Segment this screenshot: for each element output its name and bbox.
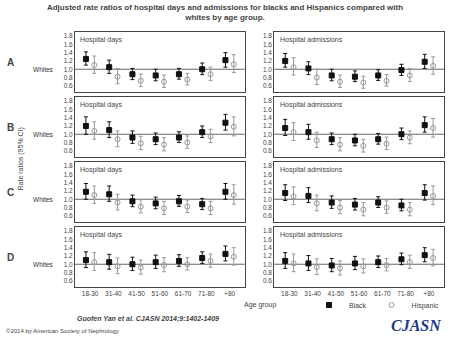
svg-text:1.0: 1.0: [263, 261, 272, 268]
svg-text:51-60: 51-60: [351, 290, 368, 297]
svg-text:Whites: Whites: [33, 66, 54, 73]
svg-text:1.2: 1.2: [64, 252, 73, 259]
svg-text:1.2: 1.2: [263, 187, 272, 194]
svg-text:31-40: 31-40: [304, 290, 321, 297]
svg-text:D: D: [7, 252, 14, 263]
svg-text:0.6: 0.6: [263, 212, 272, 219]
svg-text:C: C: [7, 187, 14, 198]
svg-text:1.6: 1.6: [263, 171, 272, 178]
svg-text:1.0: 1.0: [263, 131, 272, 138]
svg-text:Adjusted rate ratios of hospit: Adjusted rate ratios of hospital days an…: [47, 3, 403, 22]
svg-text:©2014 by American Society of N: ©2014 by American Society of Nephrology: [6, 328, 119, 334]
svg-text:1.0: 1.0: [64, 261, 73, 268]
svg-text:1.6: 1.6: [263, 106, 272, 113]
svg-text:0.8: 0.8: [263, 139, 272, 146]
svg-text:B: B: [7, 122, 14, 133]
svg-text:Guofen Yan et al. CJASN 2014;9: Guofen Yan et al. CJASN 2014;9:1402-1409: [77, 315, 219, 323]
svg-text:1.2: 1.2: [64, 122, 73, 129]
svg-text:1.2: 1.2: [64, 187, 73, 194]
svg-text:Whites: Whites: [33, 131, 54, 138]
svg-text:0.6: 0.6: [263, 277, 272, 284]
svg-text:1.2: 1.2: [263, 122, 272, 129]
svg-text:Hospital admissions: Hospital admissions: [280, 36, 343, 44]
svg-text:18-30: 18-30: [281, 290, 298, 297]
svg-text:1.6: 1.6: [263, 41, 272, 48]
svg-text:Rate ratios (95% CI): Rate ratios (95% CI): [17, 127, 25, 190]
svg-text:1.4: 1.4: [64, 114, 73, 121]
svg-text:1.6: 1.6: [64, 236, 73, 243]
svg-text:Hospital admissions: Hospital admissions: [280, 101, 343, 109]
svg-text:1.8: 1.8: [64, 227, 73, 234]
svg-text:1.8: 1.8: [64, 97, 73, 104]
svg-text:+80: +80: [423, 290, 434, 297]
svg-text:1.4: 1.4: [263, 179, 272, 186]
svg-text:1.4: 1.4: [263, 114, 272, 121]
svg-text:1.0: 1.0: [64, 66, 73, 73]
svg-text:0.8: 0.8: [64, 74, 73, 81]
svg-text:18-30: 18-30: [82, 290, 99, 297]
svg-text:1.4: 1.4: [263, 49, 272, 56]
svg-text:A: A: [7, 57, 14, 68]
svg-text:Hospital days: Hospital days: [80, 36, 123, 44]
svg-text:1.4: 1.4: [64, 244, 73, 251]
svg-text:Hospital days: Hospital days: [80, 166, 123, 174]
svg-text:1.4: 1.4: [263, 244, 272, 251]
svg-text:Hospital days: Hospital days: [80, 101, 123, 109]
svg-text:1.8: 1.8: [64, 162, 73, 169]
svg-text:31-40: 31-40: [105, 290, 122, 297]
svg-text:0.6: 0.6: [64, 212, 73, 219]
svg-text:1.2: 1.2: [263, 57, 272, 64]
svg-text:Hospital days: Hospital days: [80, 231, 123, 239]
svg-text:51-60: 51-60: [152, 290, 169, 297]
svg-text:0.8: 0.8: [64, 139, 73, 146]
svg-text:0.8: 0.8: [263, 204, 272, 211]
svg-text:1.4: 1.4: [64, 179, 73, 186]
svg-text:0.8: 0.8: [64, 204, 73, 211]
svg-text:0.6: 0.6: [64, 82, 73, 89]
svg-text:1.6: 1.6: [64, 171, 73, 178]
svg-text:Black: Black: [349, 302, 367, 309]
svg-text:Hospital admissions: Hospital admissions: [280, 166, 343, 174]
svg-text:1.6: 1.6: [64, 41, 73, 48]
svg-text:0.8: 0.8: [263, 74, 272, 81]
svg-text:CJASN: CJASN: [391, 317, 442, 334]
svg-text:1.8: 1.8: [64, 32, 73, 39]
svg-text:1.0: 1.0: [64, 196, 73, 203]
svg-text:61-70: 61-70: [374, 290, 391, 297]
svg-text:0.6: 0.6: [64, 147, 73, 154]
svg-text:0.6: 0.6: [263, 82, 272, 89]
svg-text:1.8: 1.8: [263, 162, 272, 169]
svg-text:1.2: 1.2: [263, 252, 272, 259]
svg-text:71-80: 71-80: [397, 290, 414, 297]
svg-text:1.8: 1.8: [263, 97, 272, 104]
svg-text:0.6: 0.6: [263, 147, 272, 154]
svg-text:41-50: 41-50: [128, 290, 145, 297]
svg-text:1.8: 1.8: [263, 32, 272, 39]
svg-text:41-50: 41-50: [328, 290, 345, 297]
svg-text:Whites: Whites: [33, 261, 54, 268]
svg-text:71-80: 71-80: [198, 290, 215, 297]
svg-text:1.0: 1.0: [263, 196, 272, 203]
svg-text:1.6: 1.6: [64, 106, 73, 113]
svg-text:1.0: 1.0: [64, 131, 73, 138]
svg-text:61-70: 61-70: [175, 290, 192, 297]
svg-text:1.6: 1.6: [263, 236, 272, 243]
svg-text:1.2: 1.2: [64, 57, 73, 64]
svg-text:1.4: 1.4: [64, 49, 73, 56]
svg-text:0.8: 0.8: [263, 269, 272, 276]
svg-text:Hospital admissions: Hospital admissions: [280, 231, 343, 239]
svg-text:Age group: Age group: [244, 301, 276, 309]
svg-text:Whites: Whites: [33, 196, 54, 203]
svg-text:+80: +80: [224, 290, 235, 297]
svg-text:0.8: 0.8: [64, 269, 73, 276]
svg-text:0.6: 0.6: [64, 277, 73, 284]
svg-text:Hispanic: Hispanic: [412, 302, 439, 310]
svg-text:1.0: 1.0: [263, 66, 272, 73]
svg-text:1.8: 1.8: [263, 227, 272, 234]
